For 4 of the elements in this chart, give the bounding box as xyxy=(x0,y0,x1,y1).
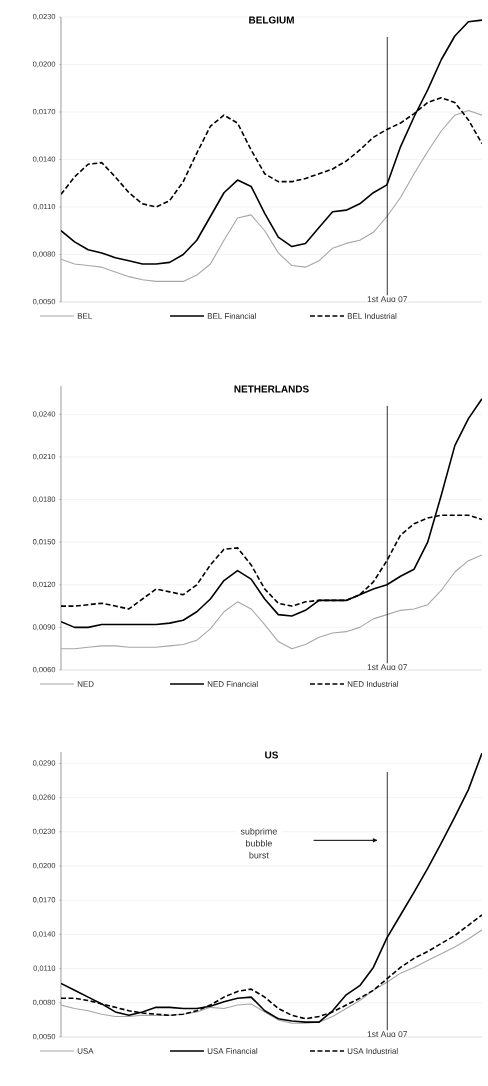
annotation: subprime bubble burst xyxy=(240,827,277,859)
chart-title: US xyxy=(265,751,279,759)
chart-title: NETHERLANDS xyxy=(234,385,309,393)
chart-title: BELGIUM xyxy=(249,16,294,24)
